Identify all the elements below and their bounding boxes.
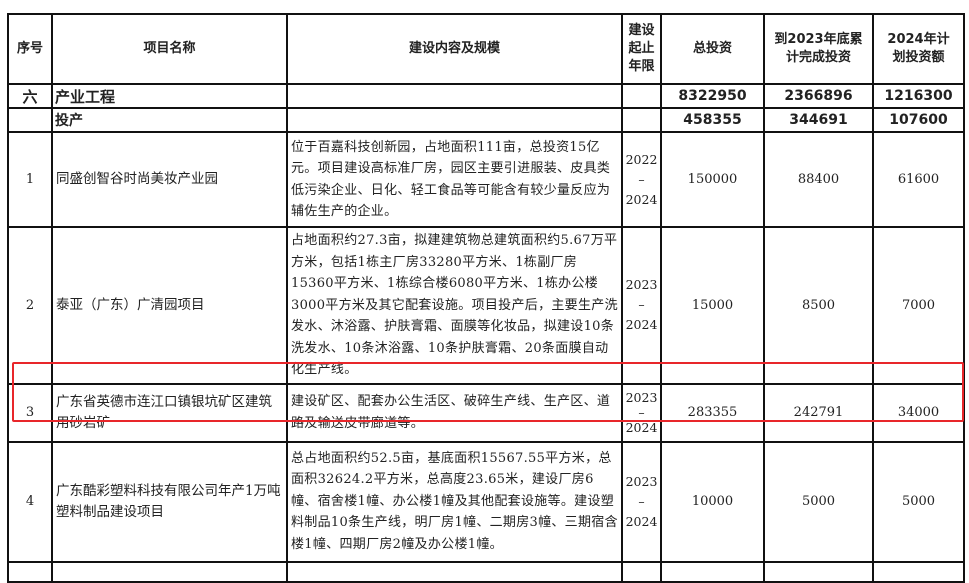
row-name: 泰亚（广东）广清园项目: [51, 226, 288, 385]
subsection-plan2024: 107600: [872, 107, 965, 133]
row-seq: 2: [7, 226, 53, 385]
row-name: 广东省英德市连江口镇银坑矿区建筑用砂岩矿: [51, 382, 288, 443]
subsection-name: 投产: [51, 107, 288, 133]
row-total: 283355: [660, 382, 765, 443]
row-years: 2023–2024: [621, 382, 662, 443]
table-row: 2 泰亚（广东）广清园项目 占地面积约27.3亩，拟建建筑物总建筑面积约5.67…: [7, 226, 965, 385]
subsection-row: 投产 458355 344691 107600: [7, 107, 965, 133]
row-total: 10000: [660, 440, 765, 563]
row-plan2024: 5000: [872, 440, 965, 563]
section-seq: 六: [7, 83, 53, 109]
header-completed: 到2023年底累计完成投资: [763, 13, 874, 85]
header-seq: 序号: [7, 13, 53, 85]
investment-table: 序号 项目名称 建设内容及规模 建设起止年限 总投资 到2023年底累计完成投资…: [7, 13, 965, 583]
header-plan2024: 2024年计划投资额: [872, 13, 965, 85]
row-plan2024: 7000: [872, 226, 965, 385]
row-plan2024: 61600: [872, 131, 965, 228]
row-total: 150000: [660, 131, 765, 228]
table-row: 1 同盛创智谷时尚美妆产业园 位于百嘉科技创新园，占地面积111亩，总投资15亿…: [7, 131, 965, 228]
row-completed: 5000: [763, 440, 874, 563]
row-years: 2022–2024: [621, 131, 662, 228]
row-content: 总占地面积约52.5亩，基底面积15567.55平方米，总面积32624.2平方…: [286, 440, 623, 563]
section-plan2024: 1216300: [872, 83, 965, 109]
table-row-highlighted: 3 广东省英德市连江口镇银坑矿区建筑用砂岩矿 建设矿区、配套办公生活区、破碎生产…: [7, 382, 965, 443]
row-content: 占地面积约27.3亩，拟建建筑物总建筑面积约5.67万平方米，包括1栋主厂房33…: [286, 226, 623, 385]
row-content: 位于百嘉科技创新园，占地面积111亩，总投资15亿元。项目建设高标准厂房，园区主…: [286, 131, 623, 228]
row-total: 15000: [660, 226, 765, 385]
header-total: 总投资: [660, 13, 765, 85]
row-seq: 4: [7, 440, 53, 563]
row-years: 2023–2024: [621, 440, 662, 563]
row-completed: 88400: [763, 131, 874, 228]
section-row: 六 产业工程 8322950 2366896 1216300: [7, 83, 965, 109]
section-completed: 2366896: [763, 83, 874, 109]
row-plan2024: 34000: [872, 382, 965, 443]
section-total: 8322950: [660, 83, 765, 109]
row-completed: 8500: [763, 226, 874, 385]
header-years: 建设起止年限: [621, 13, 662, 85]
row-seq: 3: [7, 382, 53, 443]
header-content: 建设内容及规模: [286, 13, 623, 85]
row-name: 广东酷彩塑料科技有限公司年产1万吨塑料制品建设项目: [51, 440, 288, 563]
row-seq: 1: [7, 131, 53, 228]
section-name: 产业工程: [51, 83, 288, 109]
table-row: 4 广东酷彩塑料科技有限公司年产1万吨塑料制品建设项目 总占地面积约52.5亩，…: [7, 440, 965, 563]
header-row: 序号 项目名称 建设内容及规模 建设起止年限 总投资 到2023年底累计完成投资…: [7, 13, 965, 85]
row-completed: 242791: [763, 382, 874, 443]
subsection-completed: 344691: [763, 107, 874, 133]
row-name: 同盛创智谷时尚美妆产业园: [51, 131, 288, 228]
row-years: 2023–2024: [621, 226, 662, 385]
header-name: 项目名称: [51, 13, 288, 85]
row-content: 建设矿区、配套办公生活区、破碎生产线、生产区、道路及输送皮带廊道等。: [286, 382, 623, 443]
subsection-total: 458355: [660, 107, 765, 133]
